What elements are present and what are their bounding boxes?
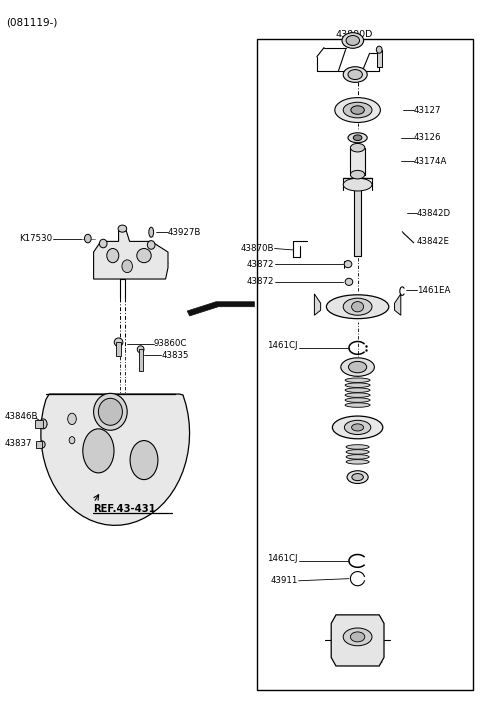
Ellipse shape [39,441,45,448]
Ellipse shape [345,403,370,408]
Ellipse shape [351,302,364,312]
Ellipse shape [94,393,127,430]
Ellipse shape [333,416,383,439]
Text: 43927B: 43927B [168,228,202,236]
Ellipse shape [114,338,123,346]
Ellipse shape [348,133,367,143]
Ellipse shape [350,143,365,152]
Text: 1461CJ: 1461CJ [267,341,298,349]
Ellipse shape [348,70,362,80]
Text: 43126: 43126 [414,133,441,142]
Ellipse shape [149,227,154,237]
Ellipse shape [118,225,127,232]
Ellipse shape [346,449,369,454]
Ellipse shape [351,106,364,114]
Bar [35,420,43,428]
Ellipse shape [122,260,132,273]
Ellipse shape [350,632,365,642]
Ellipse shape [345,278,353,285]
Text: 43842D: 43842D [417,209,451,217]
Ellipse shape [345,388,370,393]
Polygon shape [395,294,401,315]
Ellipse shape [345,420,371,435]
Polygon shape [331,615,384,666]
Bar [36,441,42,448]
Ellipse shape [351,424,364,431]
Ellipse shape [69,437,75,444]
Text: (081119-): (081119-) [6,18,57,28]
Bar [350,148,365,175]
Text: 43842E: 43842E [417,237,450,246]
Ellipse shape [344,261,352,268]
Ellipse shape [341,358,374,376]
Ellipse shape [84,234,91,243]
Ellipse shape [83,429,114,473]
Ellipse shape [350,170,365,179]
Ellipse shape [39,419,47,429]
Text: 43911: 43911 [270,577,298,585]
Ellipse shape [343,628,372,646]
Bar [257,39,473,690]
Ellipse shape [147,241,155,249]
Bar [377,50,382,67]
Ellipse shape [346,459,369,464]
Ellipse shape [346,444,369,449]
Ellipse shape [343,178,372,191]
Ellipse shape [68,413,76,425]
Ellipse shape [137,346,144,353]
Text: 43127: 43127 [414,106,441,114]
Ellipse shape [345,378,370,383]
Bar [116,342,121,356]
Ellipse shape [345,393,370,398]
Ellipse shape [326,295,389,319]
Polygon shape [187,302,254,316]
Ellipse shape [343,298,372,315]
Text: REF.43-431: REF.43-431 [93,504,156,514]
Text: 1461CJ: 1461CJ [267,554,298,562]
Ellipse shape [345,383,370,388]
Ellipse shape [343,102,372,118]
Ellipse shape [137,248,151,263]
Ellipse shape [352,474,363,481]
Ellipse shape [346,454,369,459]
Bar [354,178,361,256]
Text: 43872: 43872 [246,260,274,268]
Ellipse shape [376,46,382,53]
Ellipse shape [107,248,119,263]
Ellipse shape [345,398,370,403]
Bar [139,349,143,371]
Text: 43800D: 43800D [336,30,373,38]
Ellipse shape [130,440,158,480]
Ellipse shape [98,398,122,425]
Text: 43870B: 43870B [240,244,274,253]
Ellipse shape [346,36,360,45]
Ellipse shape [347,471,368,484]
Text: 93860C: 93860C [154,339,187,348]
Ellipse shape [353,135,362,141]
Text: 1461EA: 1461EA [417,286,450,295]
Text: 43872: 43872 [246,278,274,286]
Text: K17530: K17530 [19,234,52,243]
Text: 43174A: 43174A [414,157,447,165]
Text: 43837: 43837 [5,439,32,447]
Ellipse shape [343,67,367,82]
Text: 43846B: 43846B [5,413,38,421]
Ellipse shape [348,361,367,373]
Polygon shape [94,231,168,279]
Ellipse shape [335,97,381,122]
Ellipse shape [99,239,107,248]
Polygon shape [41,394,190,525]
Polygon shape [314,294,321,315]
Ellipse shape [342,33,364,48]
Text: 43835: 43835 [161,351,189,359]
